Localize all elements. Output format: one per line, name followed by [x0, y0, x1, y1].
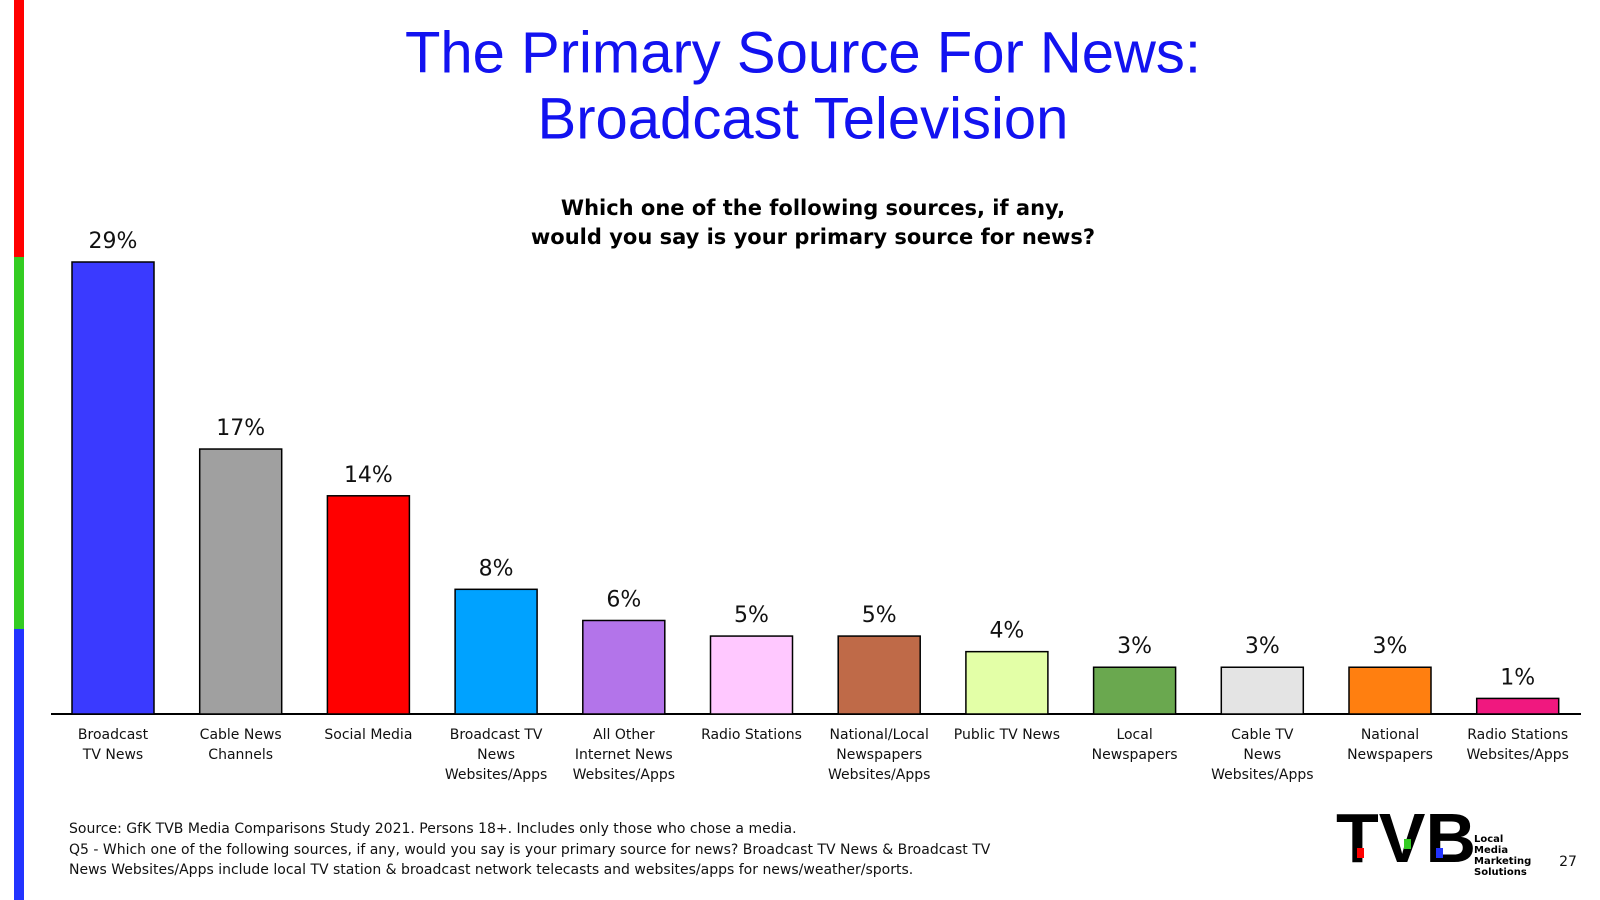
logo-dot [1436, 848, 1443, 858]
x-tick-label: Broadcast TV News [78, 727, 149, 763]
logo-dot [1357, 848, 1364, 858]
logo-tagline: Marketing [1474, 856, 1531, 867]
bar [1348, 666, 1432, 715]
title: The Primary Source For News: [405, 20, 1201, 85]
footnote: Q5 - Which one of the following sources,… [69, 842, 991, 858]
x-tick-label: Cable News Channels [200, 727, 282, 763]
bar [1092, 666, 1177, 715]
x-tick-label: Social Media [324, 727, 412, 743]
value-label: 5% [734, 603, 769, 628]
x-tick-label: All Other Internet News Websites/Apps [573, 727, 675, 783]
value-label: 3% [1373, 634, 1408, 659]
x-tick-label: Local Newspapers [1092, 727, 1178, 763]
x-tick-label: National Newspapers [1347, 727, 1433, 763]
bar [326, 495, 411, 715]
bar [454, 588, 538, 715]
logo-tagline: Media [1474, 845, 1508, 856]
bar [198, 448, 283, 715]
bar [1220, 666, 1305, 715]
x-tick-label: Radio Stations Websites/Apps [1466, 727, 1568, 763]
subtitle: Which one of the following sources, if a… [561, 196, 1065, 220]
bar [71, 261, 155, 715]
footnote: News Websites/Apps include local TV stat… [69, 862, 913, 878]
page-number: 27 [1559, 854, 1577, 870]
bar [965, 650, 1049, 715]
x-tick-label: Public TV News [954, 727, 1060, 743]
logo-dot [1404, 839, 1411, 849]
x-tick-label: Radio Stations [701, 727, 802, 743]
value-label: 1% [1500, 665, 1535, 690]
title: Broadcast Television [538, 86, 1069, 151]
value-label: 3% [1245, 634, 1280, 659]
value-label: 5% [862, 603, 897, 628]
value-label: 17% [216, 416, 265, 441]
bar [837, 635, 921, 715]
logo-tagline: Local [1474, 834, 1503, 845]
x-tick-label: Broadcast TV News Websites/Apps [445, 727, 547, 783]
stripe-red [14, 0, 24, 257]
value-label: 6% [606, 587, 641, 612]
subtitle: would you say is your primary source for… [531, 225, 1095, 249]
bar [709, 635, 794, 715]
value-label: 3% [1117, 634, 1152, 659]
bar [1475, 697, 1560, 715]
value-label: 29% [89, 229, 138, 254]
stripe-blue [14, 629, 24, 900]
value-label: 14% [344, 463, 393, 488]
value-label: 8% [479, 556, 514, 581]
x-tick-label: National/Local Newspapers Websites/Apps [828, 727, 930, 783]
logo-mark: TVB [1336, 799, 1476, 877]
value-label: 4% [989, 619, 1024, 644]
logo-tagline: Solutions [1474, 867, 1527, 878]
stripe-green [14, 257, 24, 629]
footnote: Source: GfK TVB Media Comparisons Study … [69, 821, 797, 837]
x-tick-label: Cable TV News Websites/Apps [1211, 727, 1313, 783]
bar [582, 619, 666, 715]
logo: TVB Local Media Marketing Solutions [1336, 799, 1531, 878]
